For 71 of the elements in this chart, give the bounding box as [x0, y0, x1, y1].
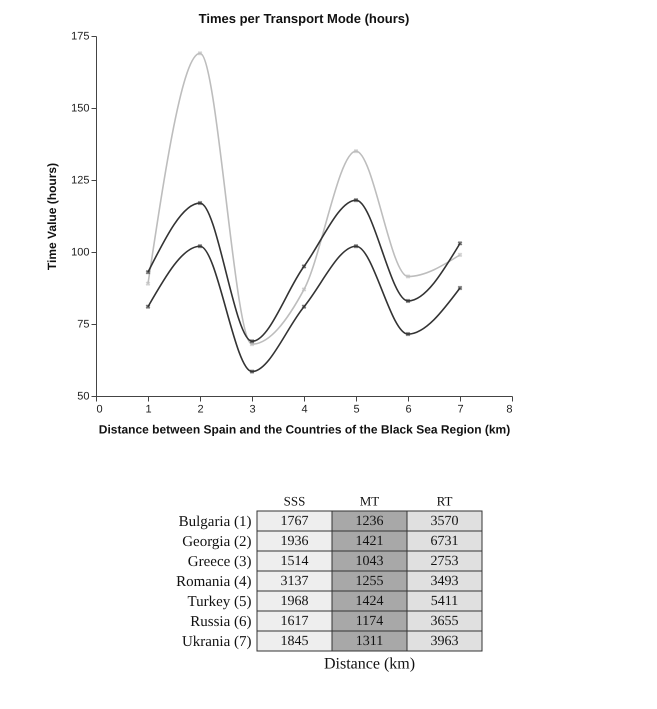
x-tick-label: MT: [360, 494, 380, 508]
x-tick-label: 3: [249, 404, 256, 416]
data-label: 1617: [280, 614, 308, 629]
data-label: 1236: [356, 514, 384, 529]
x-tick-label: RT: [436, 494, 452, 508]
data-label: 3137: [280, 574, 308, 589]
y-tick-label: Ukrania (7): [182, 634, 252, 650]
line-series: [146, 244, 462, 374]
x-tick-label: 8: [506, 404, 512, 416]
y-tick-label: Russia (6): [190, 614, 252, 630]
x-tick-label: 4: [301, 404, 308, 416]
point: [406, 332, 410, 336]
y-tick-label: 150: [71, 102, 90, 114]
point: [354, 198, 358, 202]
data-label: 1767: [280, 514, 308, 529]
point: [458, 252, 462, 258]
data-label: 1514: [280, 554, 308, 569]
data-label: 3493: [430, 574, 458, 589]
point: [406, 274, 410, 279]
data-label: 1311: [356, 634, 384, 649]
data-label: 3963: [430, 634, 458, 649]
data-label: 2753: [430, 554, 458, 569]
point: [302, 264, 306, 269]
data-label: 1255: [356, 574, 384, 589]
point: [198, 244, 202, 249]
point: [146, 304, 150, 310]
y-tick-label: 175: [71, 30, 90, 42]
point: [250, 369, 254, 374]
y-tick-label: 100: [71, 246, 90, 258]
y-tick-label: Turkey (5): [187, 594, 252, 610]
x-tick-label: 2: [197, 404, 204, 416]
point: [354, 244, 358, 249]
y-tick-label: Bulgaria (1): [178, 514, 252, 530]
x-tick-label: 6: [405, 404, 412, 416]
point: [250, 338, 254, 344]
point: [302, 304, 306, 310]
x-tick-label: 0: [96, 404, 103, 416]
y-tick-label: Georgia (2): [182, 534, 252, 550]
point: [198, 200, 202, 206]
data-label: 1968: [280, 594, 308, 609]
data-label: 1845: [280, 634, 308, 649]
data-label: 3570: [430, 514, 458, 529]
y-axis-title: Time Value (hours): [45, 162, 60, 270]
point: [354, 148, 358, 154]
x-tick-label: 1: [145, 404, 152, 416]
point: [146, 270, 150, 274]
point: [198, 50, 202, 56]
data-label: 3655: [430, 614, 458, 629]
x-tick-label: SSS: [284, 494, 306, 508]
chart-title: Times per Transport Mode (hours): [198, 11, 410, 26]
y-tick-label: Greece (3): [188, 554, 252, 570]
point: [458, 241, 462, 246]
x-tick-label: 7: [457, 404, 464, 416]
y-tick-label: 50: [77, 390, 90, 402]
data-label: 1424: [356, 594, 384, 609]
data-label: 6731: [430, 534, 458, 549]
y-tick-label: 75: [77, 318, 90, 330]
x-axis-title: Distance between Spain and the Countries of the Black Sea Region (km): [98, 422, 510, 436]
x-tick-label: 5: [353, 404, 360, 416]
data-label: 1936: [280, 534, 308, 549]
point: [146, 281, 150, 286]
x-axis-title: Distance (km): [324, 656, 416, 672]
data-label: 5411: [430, 594, 458, 609]
y-tick-label: 125: [71, 174, 90, 186]
point: [406, 298, 410, 304]
point: [458, 286, 462, 290]
data-label: 1421: [356, 534, 384, 549]
data-label: 1043: [356, 554, 384, 569]
data-label: 1174: [356, 614, 384, 629]
y-tick-label: Romania (4): [176, 574, 252, 590]
point: [302, 287, 306, 292]
